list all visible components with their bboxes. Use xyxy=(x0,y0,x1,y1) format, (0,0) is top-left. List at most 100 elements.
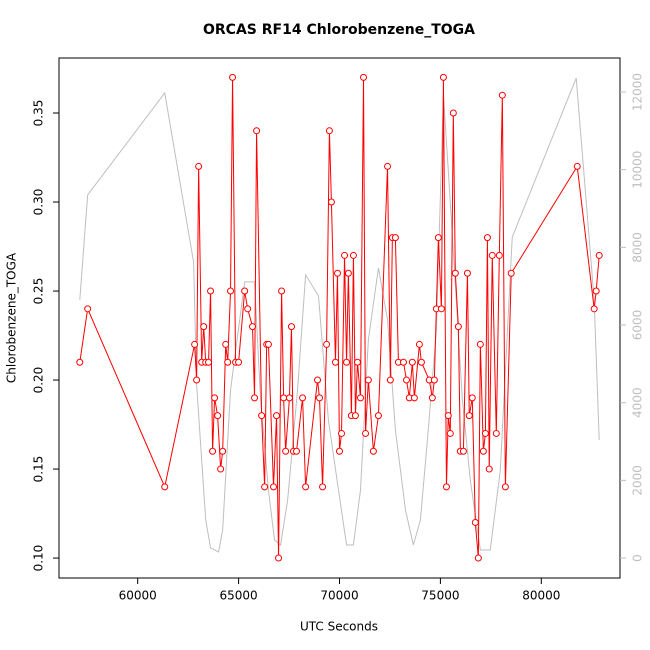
point xyxy=(483,234,491,242)
point xyxy=(408,358,416,366)
point xyxy=(434,234,442,242)
y-tick-label: 0.30 xyxy=(32,189,46,216)
point xyxy=(399,358,407,366)
point xyxy=(323,340,331,348)
y2-tick-label: 10000 xyxy=(631,151,645,189)
point xyxy=(333,269,341,277)
point xyxy=(351,412,359,420)
point xyxy=(442,483,450,491)
y2-tick-label: 8000 xyxy=(631,232,645,263)
point xyxy=(492,429,500,437)
point xyxy=(205,358,213,366)
point xyxy=(325,127,333,135)
point xyxy=(498,91,506,99)
point xyxy=(459,447,467,455)
point xyxy=(444,412,452,420)
point xyxy=(410,394,418,402)
point xyxy=(364,376,372,384)
point xyxy=(293,447,301,455)
point xyxy=(501,483,509,491)
point xyxy=(195,162,203,170)
y2-tick-label: 4000 xyxy=(631,387,645,418)
point xyxy=(573,162,581,170)
point xyxy=(224,358,232,366)
point xyxy=(463,269,471,277)
point xyxy=(282,447,290,455)
y-axis-title: Chlorobenzene_TOGA xyxy=(5,252,19,383)
point xyxy=(84,305,92,313)
point xyxy=(251,394,259,402)
point xyxy=(258,412,266,420)
point xyxy=(261,483,269,491)
y2-tick-label: 6000 xyxy=(631,310,645,341)
point xyxy=(465,412,473,420)
point xyxy=(219,447,227,455)
y-tick-label: 0.20 xyxy=(32,367,46,394)
point xyxy=(249,323,257,331)
point xyxy=(595,251,603,259)
point xyxy=(446,429,454,437)
point xyxy=(241,287,249,295)
point xyxy=(592,287,600,295)
point xyxy=(327,198,335,206)
point xyxy=(319,483,327,491)
point xyxy=(474,554,482,562)
point xyxy=(479,447,487,455)
y-tick-label: 0.10 xyxy=(32,545,46,572)
x-axis-title: UTC Seconds xyxy=(300,620,378,634)
x-tick-label: 70000 xyxy=(320,589,358,603)
x-tick-label: 65000 xyxy=(220,589,258,603)
point xyxy=(244,305,252,313)
y2-tick-label: 2000 xyxy=(631,465,645,496)
point xyxy=(341,251,349,259)
point xyxy=(200,323,208,331)
y-tick-label: 0.35 xyxy=(32,100,46,127)
point xyxy=(264,340,272,348)
point xyxy=(193,376,201,384)
point xyxy=(386,376,394,384)
point xyxy=(214,412,222,420)
point xyxy=(207,287,215,295)
point xyxy=(270,483,278,491)
point xyxy=(481,429,489,437)
point xyxy=(430,376,438,384)
point xyxy=(273,412,281,420)
point xyxy=(253,127,261,135)
point xyxy=(211,394,219,402)
point xyxy=(229,73,237,81)
point xyxy=(437,305,445,313)
point xyxy=(161,483,169,491)
y-tick-label: 0.25 xyxy=(32,278,46,305)
point xyxy=(209,447,217,455)
point xyxy=(227,287,235,295)
x-tick-label: 80000 xyxy=(522,589,560,603)
point xyxy=(369,447,377,455)
y2-tick-label: 12000 xyxy=(631,73,645,111)
point xyxy=(362,429,370,437)
point xyxy=(316,394,324,402)
point xyxy=(402,376,410,384)
point xyxy=(278,287,286,295)
point xyxy=(191,340,199,348)
point xyxy=(360,73,368,81)
point xyxy=(353,358,361,366)
point xyxy=(485,465,493,473)
point xyxy=(417,358,425,366)
point xyxy=(590,305,598,313)
point xyxy=(275,554,283,562)
point xyxy=(476,340,484,348)
point xyxy=(384,162,392,170)
point xyxy=(468,394,476,402)
point xyxy=(349,251,357,259)
point xyxy=(488,251,496,259)
point xyxy=(285,394,293,402)
point xyxy=(495,251,503,259)
point xyxy=(76,358,84,366)
series-line xyxy=(79,77,600,553)
point xyxy=(449,109,457,117)
point xyxy=(507,269,515,277)
point xyxy=(314,376,322,384)
point xyxy=(439,73,447,81)
point xyxy=(235,358,243,366)
